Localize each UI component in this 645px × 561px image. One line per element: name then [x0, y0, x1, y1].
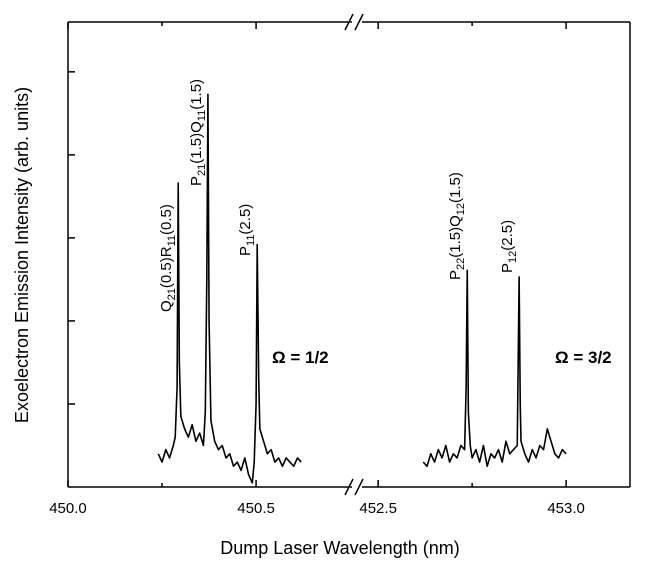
- peak-label: Q21(0.5)R11(0.5): [158, 204, 178, 312]
- label-part: P: [237, 246, 254, 256]
- x-tick-label: 453.0: [547, 500, 585, 517]
- subscript: 11: [166, 235, 178, 246]
- axis-break: [354, 13, 364, 31]
- omega-label: Ω = 1/2: [272, 348, 329, 367]
- subscript: 12: [455, 203, 467, 215]
- peak-label: P22(1.5)Q12(1.5): [447, 172, 467, 280]
- axis-break: [344, 478, 354, 496]
- peak-label: P12(2.5): [499, 220, 519, 273]
- label-part: (1.5): [188, 79, 205, 110]
- subscript: 12: [507, 251, 519, 263]
- axis-break: [354, 478, 364, 496]
- label-part: (2.5): [499, 220, 516, 251]
- x-tick-label: 450.0: [49, 500, 87, 517]
- label-part: (1.5)Q: [188, 121, 205, 164]
- subscript: 11: [245, 235, 257, 246]
- subscript: 21: [196, 164, 208, 176]
- label-part: (1.5): [447, 172, 464, 203]
- omega-label: Ω = 3/2: [555, 348, 612, 367]
- subscript: 21: [166, 288, 178, 300]
- axis-break: [344, 13, 354, 31]
- label-part: Q: [158, 300, 175, 312]
- label-part: P: [188, 176, 205, 186]
- subscript: 22: [455, 258, 467, 270]
- subscript: 11: [196, 110, 208, 121]
- peak-label: P21(1.5)Q11(1.5): [188, 79, 208, 186]
- x-tick-label: 452.5: [359, 500, 397, 517]
- label-part: P: [499, 263, 516, 273]
- label-part: (1.5)Q: [447, 215, 464, 258]
- label-part: P: [447, 270, 464, 280]
- label-part: (2.5): [237, 204, 254, 235]
- x-tick-label: 450.5: [237, 500, 275, 517]
- y-axis-label: Exoelectron Emission Intensity (arb. uni…: [12, 87, 32, 423]
- peak-label: P11(2.5): [237, 204, 257, 256]
- spectrum-line: [422, 269, 567, 468]
- spectrum-line: [157, 93, 302, 484]
- label-part: (0.5): [158, 204, 175, 235]
- label-part: (0.5)R: [158, 246, 175, 288]
- x-axis-label: Dump Laser Wavelength (nm): [220, 538, 459, 558]
